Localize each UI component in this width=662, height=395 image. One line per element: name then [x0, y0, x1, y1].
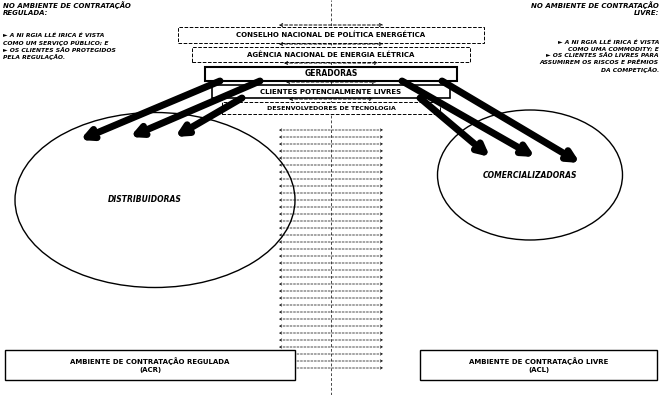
Text: CONSELHO NACIONAL DE POLÍTICA ENERGÉTICA: CONSELHO NACIONAL DE POLÍTICA ENERGÉTICA: [236, 32, 426, 38]
Bar: [192, 47, 470, 62]
Bar: [178, 27, 484, 43]
Ellipse shape: [15, 113, 295, 288]
Text: NO AMBIENTE DE CONTRATAÇÃO
REGULADA:: NO AMBIENTE DE CONTRATAÇÃO REGULADA:: [3, 1, 131, 17]
Bar: [212, 85, 450, 98]
Text: DISTRIBUIDORAS: DISTRIBUIDORAS: [108, 196, 182, 205]
Text: DESENVOLVEDORES DE TECNOLOGIA: DESENVOLVEDORES DE TECNOLOGIA: [267, 105, 395, 111]
Bar: [222, 102, 440, 114]
Text: GERADORAS: GERADORAS: [305, 70, 357, 79]
Bar: [420, 350, 657, 380]
Text: CLIENTES POTENCIALMENTE LIVRES: CLIENTES POTENCIALMENTE LIVRES: [260, 88, 402, 94]
Text: AMBIENTE DE CONTRATAÇÃO LIVRE
(ACL): AMBIENTE DE CONTRATAÇÃO LIVRE (ACL): [469, 357, 608, 373]
Text: NO AMBIENTE DE CONTRATAÇÃO
LIVRE:: NO AMBIENTE DE CONTRATAÇÃO LIVRE:: [531, 1, 659, 17]
Text: ► A NI RGIA LLÉ IRICA É VISTA
COMO UMA COMMODITY; E
► OS CLIENTES SÃO LIVRES PAR: ► A NI RGIA LLÉ IRICA É VISTA COMO UMA C…: [540, 40, 659, 73]
Bar: [205, 67, 457, 81]
Ellipse shape: [438, 110, 622, 240]
Text: AGÊNCIA NACIONAL DE ENERGIA ELÉTRICA: AGÊNCIA NACIONAL DE ENERGIA ELÉTRICA: [248, 51, 414, 58]
Text: ► A NI RGIA LLÉ IRICA É VISTA
COMO UM SERVIÇO PÚBLICO; E
► OS CLIENTES SÃO PROTE: ► A NI RGIA LLÉ IRICA É VISTA COMO UM SE…: [3, 33, 116, 60]
Text: COMERCIALIZADORAS: COMERCIALIZADORAS: [483, 171, 577, 179]
Bar: [5, 350, 295, 380]
Text: AMBIENTE DE CONTRATAÇÃO REGULADA
(ACR): AMBIENTE DE CONTRATAÇÃO REGULADA (ACR): [70, 357, 230, 373]
